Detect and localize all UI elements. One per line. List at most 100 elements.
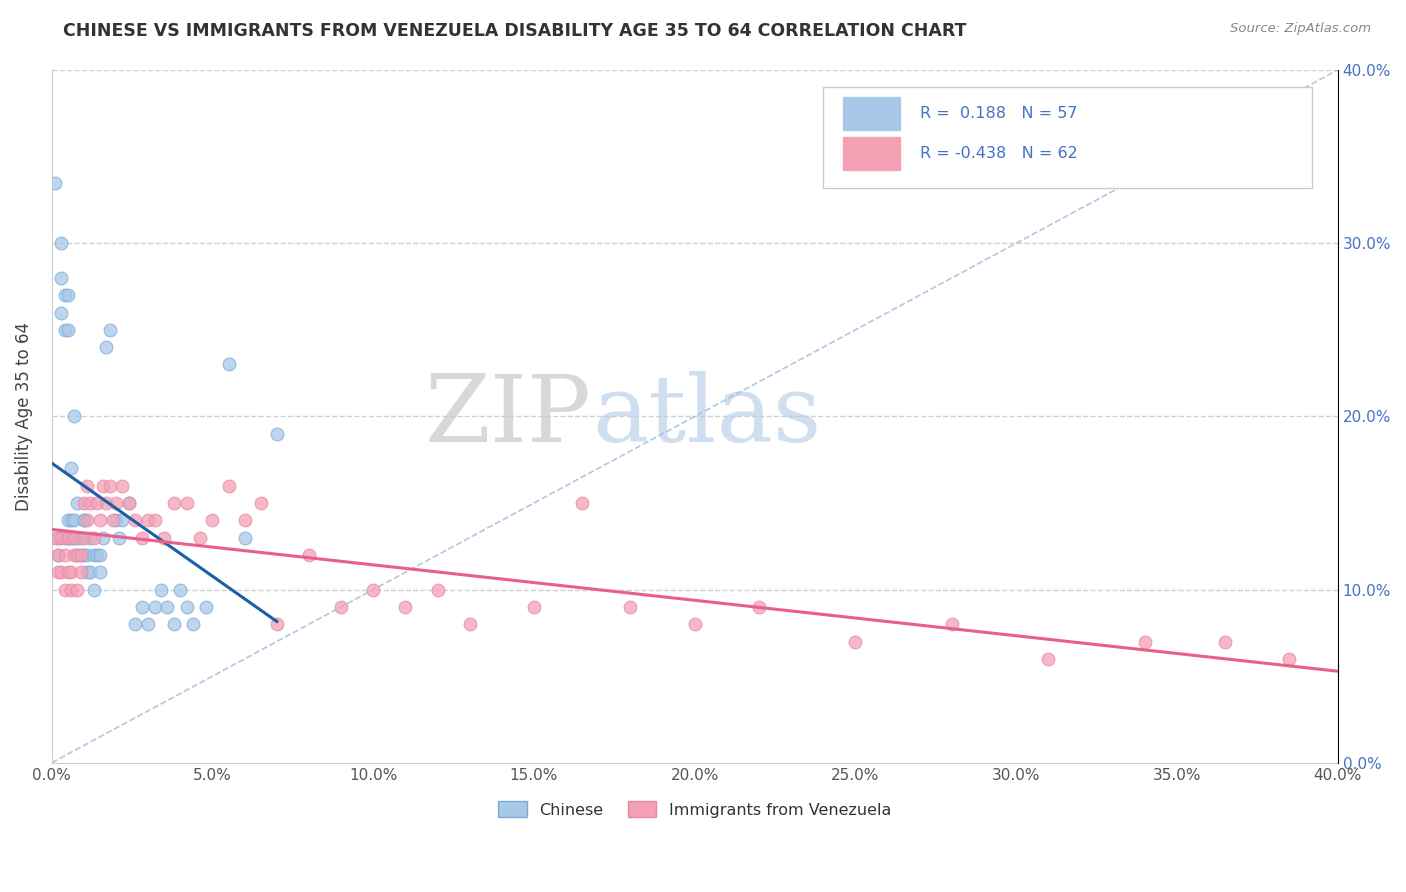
Point: [46, 548, 69, 562]
Point: [394, 599, 416, 614]
Bar: [842, 97, 900, 130]
Point: [66, 496, 89, 510]
Text: Source: ZipAtlas.com: Source: ZipAtlas.com: [1230, 22, 1371, 36]
Y-axis label: Disability Age 35 to 64: Disability Age 35 to 64: [15, 322, 32, 511]
Point: [53, 582, 76, 597]
FancyBboxPatch shape: [824, 87, 1312, 188]
Point: [1278, 652, 1301, 666]
Point: [51, 271, 73, 285]
Point: [201, 513, 224, 527]
Point: [53, 531, 76, 545]
Text: ZIP: ZIP: [425, 371, 592, 461]
Point: [523, 599, 546, 614]
Point: [1133, 634, 1156, 648]
Point: [66, 548, 89, 562]
Point: [169, 582, 191, 597]
Text: atlas: atlas: [592, 371, 821, 461]
Point: [73, 513, 96, 527]
Point: [98, 323, 121, 337]
Point: [748, 599, 770, 614]
Point: [181, 617, 204, 632]
Point: [53, 323, 76, 337]
Point: [118, 496, 141, 510]
Point: [266, 617, 288, 632]
Point: [619, 599, 641, 614]
Point: [86, 548, 108, 562]
Point: [56, 531, 79, 545]
Point: [163, 496, 186, 510]
Point: [86, 496, 108, 510]
Point: [124, 513, 146, 527]
Point: [76, 566, 98, 580]
Point: [69, 531, 91, 545]
Point: [143, 599, 166, 614]
Point: [89, 566, 111, 580]
Point: [44, 176, 66, 190]
Point: [233, 513, 256, 527]
Point: [218, 358, 240, 372]
Point: [46, 548, 69, 562]
Point: [83, 531, 105, 545]
Point: [124, 617, 146, 632]
Point: [69, 566, 91, 580]
Point: [941, 617, 963, 632]
Point: [51, 305, 73, 319]
Point: [89, 513, 111, 527]
Point: [233, 531, 256, 545]
Point: [89, 548, 111, 562]
Point: [118, 496, 141, 510]
Point: [63, 531, 86, 545]
Point: [683, 617, 706, 632]
Point: [56, 323, 79, 337]
Text: CHINESE VS IMMIGRANTS FROM VENEZUELA DISABILITY AGE 35 TO 64 CORRELATION CHART: CHINESE VS IMMIGRANTS FROM VENEZUELA DIS…: [63, 22, 967, 40]
Point: [73, 513, 96, 527]
Point: [53, 288, 76, 302]
Point: [60, 531, 83, 545]
Point: [60, 461, 83, 475]
Bar: [842, 136, 900, 169]
Point: [66, 582, 89, 597]
Point: [79, 566, 101, 580]
Point: [844, 634, 866, 648]
Point: [136, 617, 159, 632]
Text: R = -0.438   N = 62: R = -0.438 N = 62: [920, 145, 1077, 161]
Point: [163, 617, 186, 632]
Point: [60, 582, 83, 597]
Point: [298, 548, 321, 562]
Point: [60, 513, 83, 527]
Point: [56, 288, 79, 302]
Point: [176, 599, 198, 614]
Point: [188, 531, 211, 545]
Point: [361, 582, 384, 597]
Point: [96, 340, 118, 354]
Point: [111, 513, 134, 527]
Point: [56, 566, 79, 580]
Legend: Chinese, Immigrants from Venezuela: Chinese, Immigrants from Venezuela: [492, 795, 898, 824]
Point: [111, 478, 134, 492]
Text: R =  0.188   N = 57: R = 0.188 N = 57: [920, 106, 1077, 121]
Point: [136, 513, 159, 527]
Point: [56, 531, 79, 545]
Point: [1213, 634, 1236, 648]
Point: [63, 409, 86, 424]
Point: [96, 496, 118, 510]
Point: [76, 478, 98, 492]
Point: [69, 548, 91, 562]
Point: [46, 531, 69, 545]
Point: [91, 478, 114, 492]
Point: [63, 513, 86, 527]
Point: [46, 566, 69, 580]
Point: [73, 548, 96, 562]
Point: [458, 617, 481, 632]
Point: [76, 548, 98, 562]
Point: [56, 513, 79, 527]
Point: [98, 478, 121, 492]
Point: [571, 496, 593, 510]
Point: [51, 566, 73, 580]
Point: [63, 531, 86, 545]
Point: [51, 531, 73, 545]
Point: [266, 426, 288, 441]
Point: [66, 531, 89, 545]
Point: [176, 496, 198, 510]
Point: [426, 582, 449, 597]
